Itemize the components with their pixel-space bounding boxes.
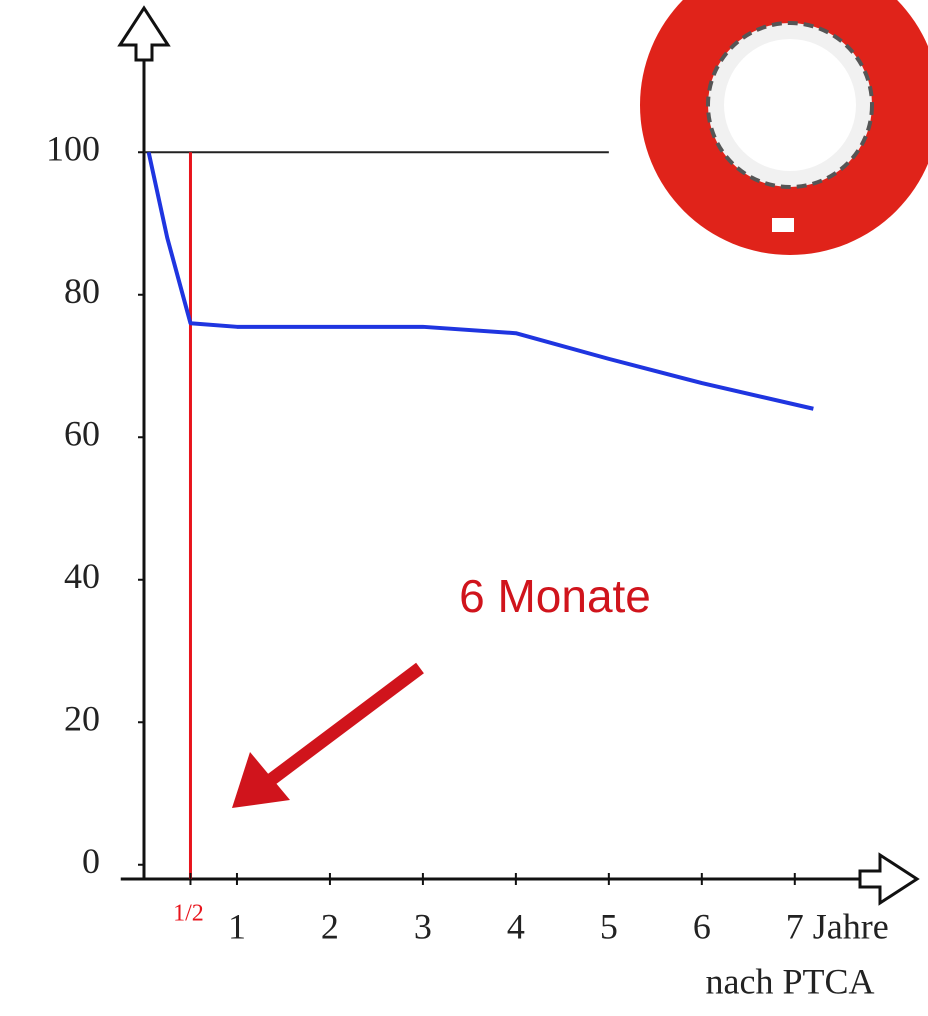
y-tick-label: 20	[64, 699, 100, 739]
x-tick-label: 2	[321, 906, 339, 946]
x-tick-label: 1	[228, 906, 246, 946]
y-tick-label: 100	[46, 129, 100, 169]
y-tick-label: 0	[82, 841, 100, 881]
chart: nach PTCA 0 20 40 60 80 100 1/2 1 2 3 4 5 6 7Jahre 6 M…	[0, 0, 928, 1016]
y-tick-label: 40	[64, 556, 100, 596]
y-tick-label: 80	[64, 271, 100, 311]
x-tick-label: 3	[414, 906, 432, 946]
y-tick-label: 60	[64, 414, 100, 454]
x-axis-label: nach PTCA	[706, 961, 875, 1001]
x-tick-label: 4	[507, 906, 525, 946]
x-axis-arrow	[860, 855, 917, 903]
x-tick-label: 5	[600, 906, 618, 946]
x-tick-label: 6	[693, 906, 711, 946]
annotation: 6 Monate	[459, 570, 651, 622]
annotation-arrow	[268, 668, 420, 782]
x-tick-label: 7	[786, 906, 804, 946]
stent-image	[640, 0, 928, 255]
x-axis-label: Jahre	[813, 906, 889, 946]
x-tick-label: 1/2	[173, 901, 204, 927]
y-axis-arrow	[120, 8, 168, 60]
